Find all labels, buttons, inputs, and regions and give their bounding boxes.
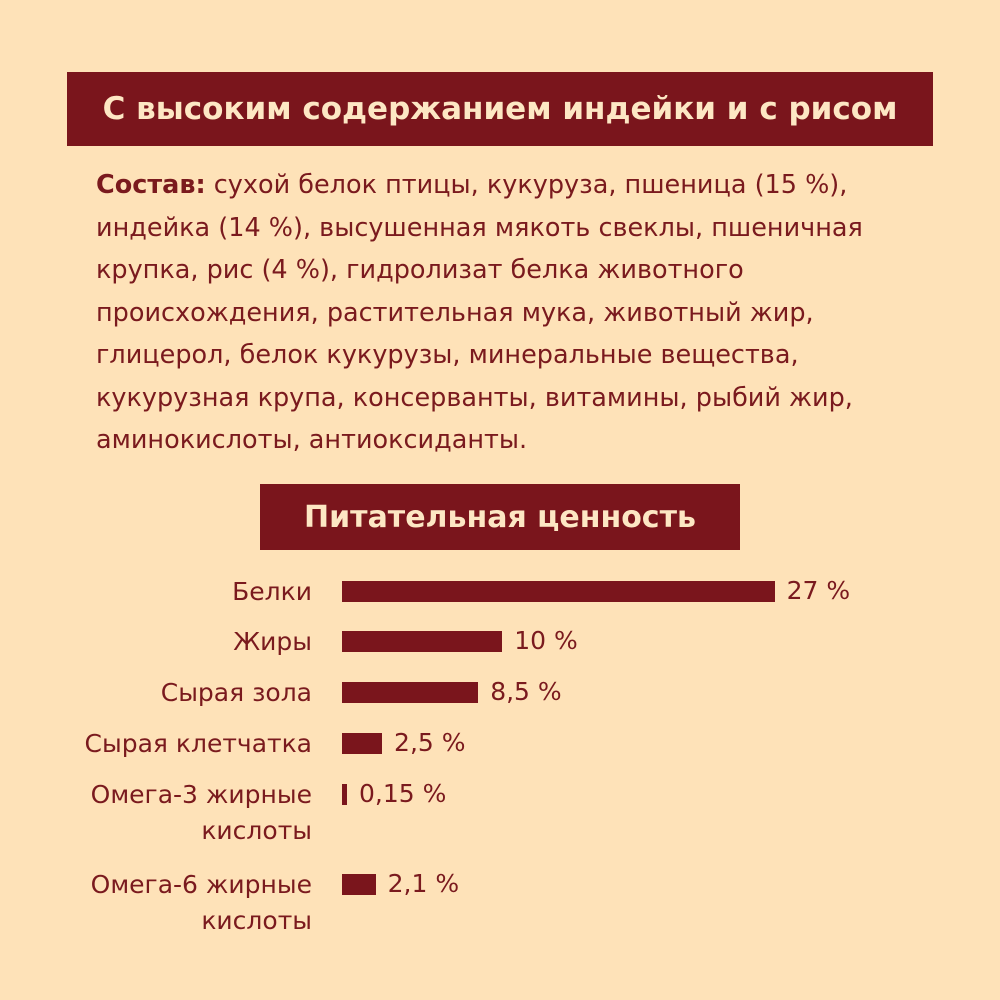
bar-label: Жиры — [233, 627, 312, 656]
bar-label: Белки — [232, 577, 312, 606]
header-title: С высоким содержанием индейки и с рисом — [102, 91, 898, 127]
bar-label: Сырая зола — [160, 678, 312, 707]
composition-ingredients: сухой белок птицы, кукуруза, пшеница (15… — [96, 170, 863, 455]
bar — [342, 874, 376, 895]
header-title-banner: С высоким содержанием индейки и с рисом — [67, 72, 933, 146]
bar-label: Омега-6 жирные кислоты — [90, 870, 312, 935]
nutrition-title: Питательная ценность — [304, 499, 696, 535]
composition-text: Состав: сухой белок птицы, кукуруза, пше… — [96, 164, 936, 462]
bar-value-label: 0,15 % — [359, 779, 447, 808]
composition-label: Состав: — [96, 170, 206, 200]
bar — [342, 581, 775, 602]
bar-value-label: 2,5 % — [394, 728, 466, 757]
bar — [342, 631, 503, 652]
bar-value-label: 10 % — [514, 626, 578, 655]
bar-value-label: 8,5 % — [490, 677, 562, 706]
bar — [342, 733, 383, 754]
bar-label: Сырая клетчатка — [84, 729, 312, 758]
nutrition-title-banner: Питательная ценность — [260, 484, 740, 550]
bar — [342, 682, 479, 703]
bar-label: Омега-3 жирные кислоты — [90, 780, 312, 845]
bar-value-label: 2,1 % — [387, 869, 460, 898]
bar-value-label: 27 % — [786, 576, 851, 605]
bar — [342, 784, 347, 805]
